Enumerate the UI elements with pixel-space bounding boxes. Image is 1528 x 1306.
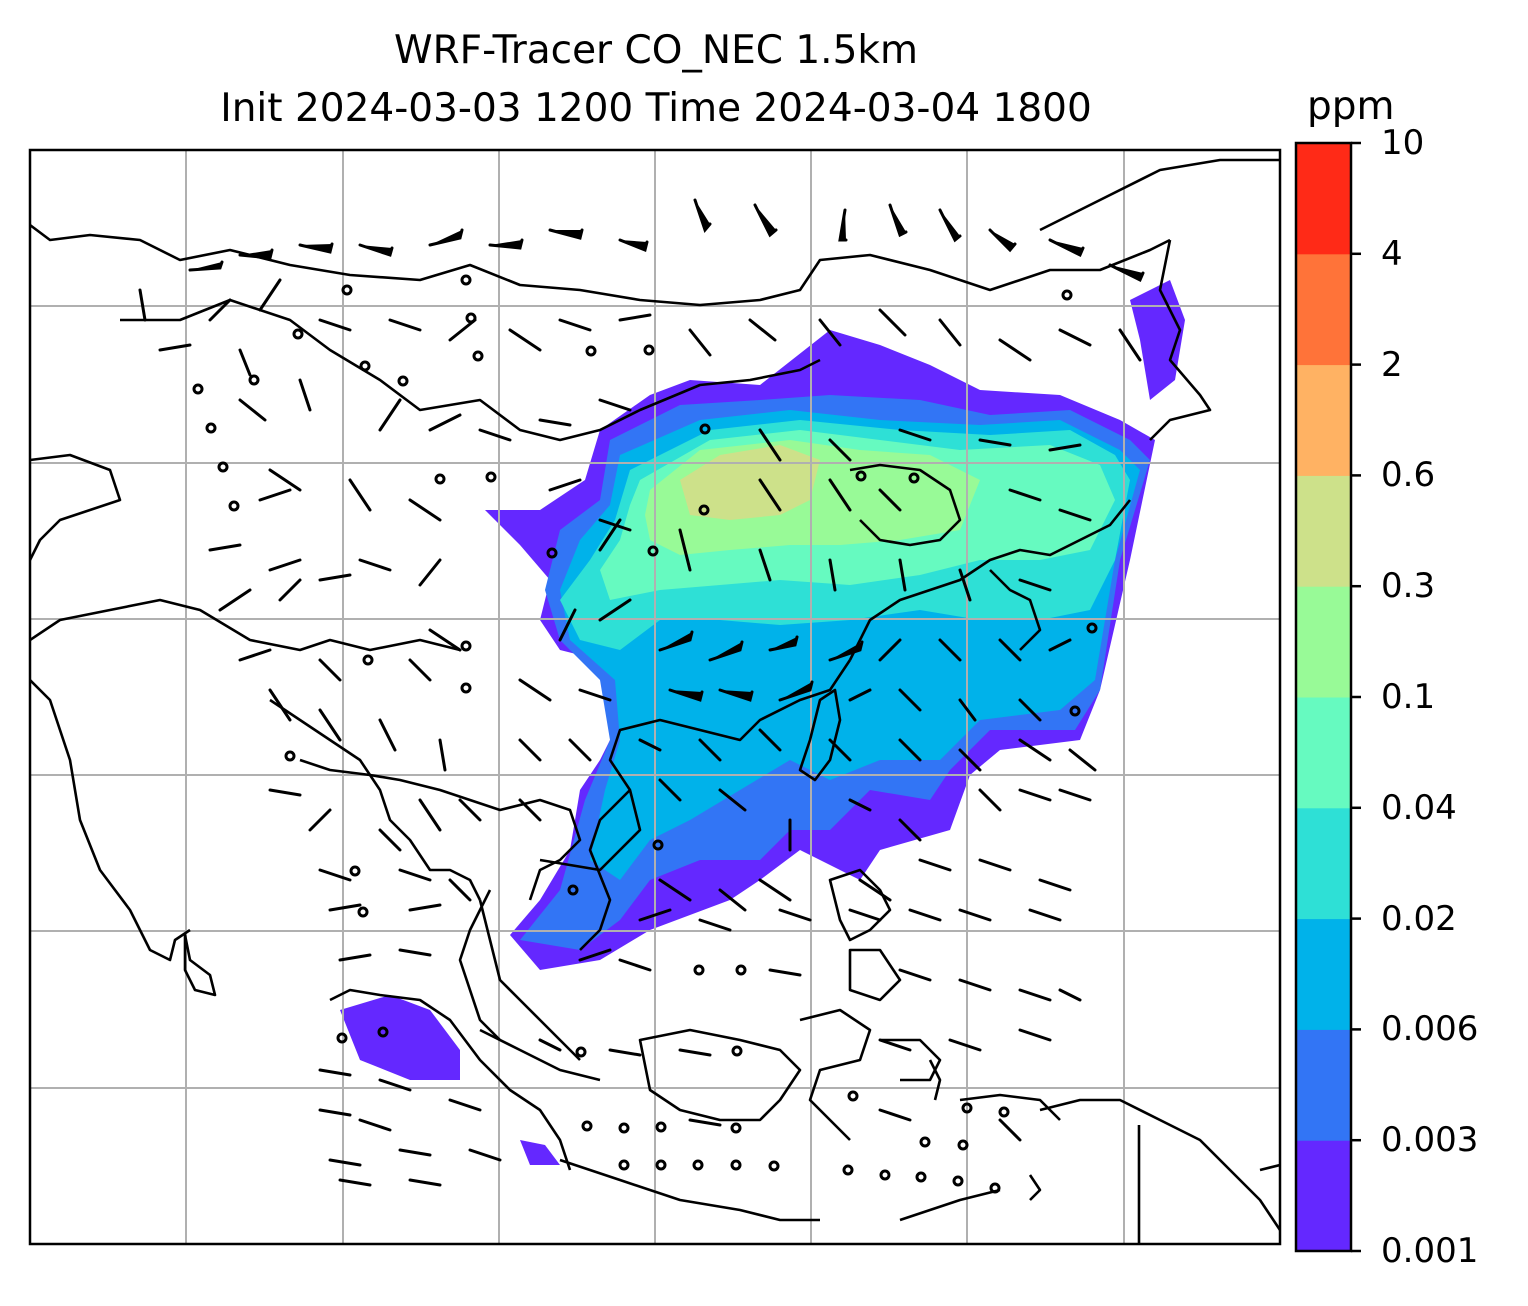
colorbar-tick-label: 0.1 [1381, 677, 1436, 717]
coastlines [30, 158, 1280, 1244]
map-panel [30, 150, 1280, 1244]
colorbar-segment [1296, 143, 1351, 255]
colorbar-segment [1296, 1140, 1351, 1252]
chart-title-line-2: Init 2024-03-03 1200 Time 2024-03-04 180… [220, 86, 1092, 131]
colorbar-tick-label: 0.001 [1381, 1231, 1479, 1271]
graticule [30, 150, 1280, 1244]
colorbar-segment [1296, 586, 1351, 698]
colorbar-segment [1296, 364, 1351, 476]
colorbar-segment [1296, 253, 1351, 366]
field-level-0.001-d [520, 1140, 560, 1165]
colorbar-tick-label: 10 [1381, 123, 1425, 163]
colorbar-tick-label: 4 [1381, 233, 1403, 274]
colorbar-tick-label: 0.04 [1381, 787, 1457, 828]
colorbar-segment [1296, 697, 1351, 809]
colorbar-tick-label: 0.003 [1381, 1120, 1479, 1161]
colorbar-segment [1296, 1029, 1351, 1141]
colorbar-tick-label: 0.02 [1381, 898, 1457, 939]
colorbar-tick-label: 0.006 [1381, 1009, 1479, 1050]
colorbar-segment [1296, 807, 1351, 920]
colorbar-tick-label: 0.6 [1381, 455, 1436, 496]
colorbar-tick-label: 0.3 [1381, 566, 1436, 607]
colorbar-tick-label: 2 [1381, 344, 1403, 385]
colorbar-unit-label: ppm [1307, 84, 1395, 129]
colorbar [1294, 141, 1361, 1253]
calm-markers [192, 274, 1098, 1194]
colorbar-segment [1296, 918, 1351, 1030]
map-frame [28, 148, 1282, 1246]
colorbar-segment [1296, 475, 1351, 587]
wind-barbs [138, 198, 1145, 1187]
tracer-field [340, 280, 1185, 1165]
field-level-0.001-c [340, 995, 460, 1080]
chart-title-line-1: WRF-Tracer CO_NEC 1.5km [394, 28, 918, 73]
